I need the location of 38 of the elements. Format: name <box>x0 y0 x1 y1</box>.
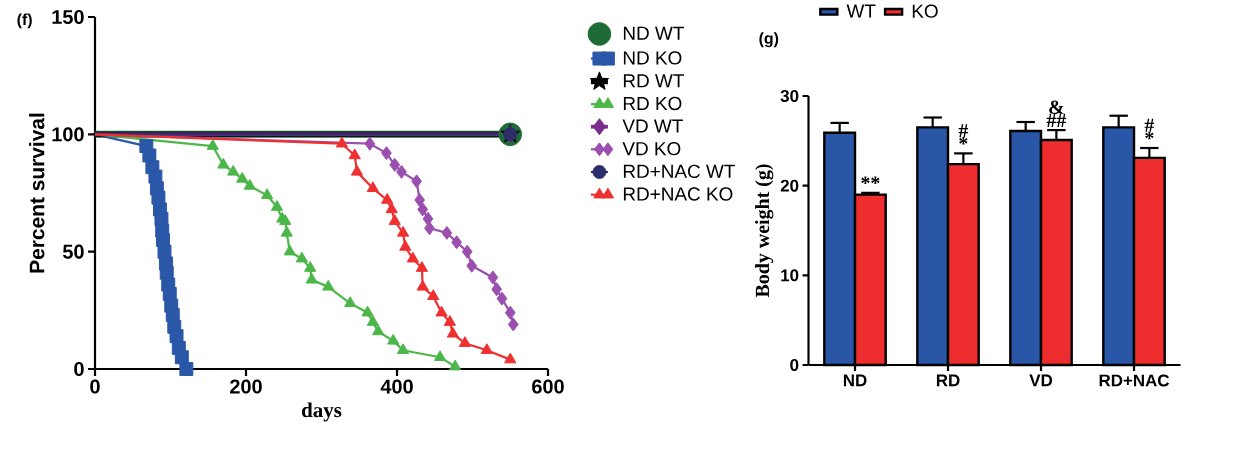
x-tick-label: 0 <box>90 379 100 394</box>
annotation: & <box>1049 100 1064 114</box>
y-tick-label: 100 <box>52 127 84 142</box>
x-tick-label: 600 <box>532 379 564 394</box>
annotation: ## <box>1046 113 1067 127</box>
legend-label: VD WT <box>622 119 683 133</box>
legend-label: RD+NAC KO <box>623 187 733 201</box>
y-tick-label: 10 <box>781 269 799 282</box>
legend-label: ND WT <box>623 26 684 40</box>
x-axis-title: days <box>302 402 342 422</box>
y-axis-title: Percent survival <box>29 113 45 273</box>
legend-label: KO <box>912 4 938 18</box>
x-tick-label: VD <box>1029 374 1053 387</box>
chart-title: (g) <box>759 32 779 48</box>
legend-label: WT <box>846 4 876 18</box>
legend-label: RD+NAC WT <box>623 164 735 179</box>
x-tick-label: RD+NAC <box>1099 374 1170 387</box>
x-tick-label: 400 <box>380 379 413 394</box>
annotation: ** <box>861 176 880 185</box>
legend-label: VD KO <box>622 141 681 156</box>
y-tick-label: 150 <box>52 9 84 25</box>
annotation: # <box>1144 118 1155 132</box>
annotation: # <box>958 124 969 138</box>
annotation: * <box>1145 131 1154 140</box>
x-tick-label: RD <box>936 374 960 387</box>
y-axis-title: Body weight (g) <box>755 164 774 298</box>
y-tick-label: 30 <box>780 89 799 102</box>
legend-label: RD KO <box>623 96 682 111</box>
x-tick-label: ND <box>843 374 867 387</box>
chart-title: (f) <box>17 13 32 29</box>
x-tick-label: 200 <box>230 379 262 394</box>
legend-label: RD WT <box>623 74 684 88</box>
y-tick-label: 50 <box>62 244 84 259</box>
legend-label: ND KO <box>623 51 682 65</box>
y-tick-label: 0 <box>790 359 799 371</box>
y-tick-label: 0 <box>74 361 84 377</box>
annotation: * <box>959 137 968 145</box>
y-tick-label: 20 <box>780 179 799 192</box>
